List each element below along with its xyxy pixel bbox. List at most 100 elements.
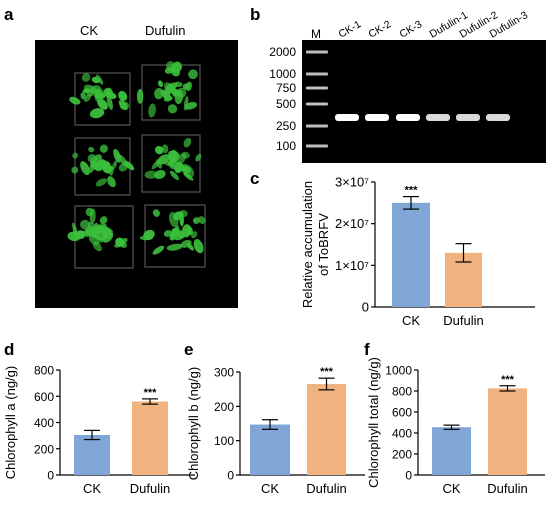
leaf <box>118 90 128 102</box>
chart-chlorophyll-a: 0 200 400 600 800 Chlorophyll a (ng/g) CK *** Du… <box>3 364 195 496</box>
leaf <box>80 161 90 176</box>
marker-size-label: 2000 <box>269 45 296 59</box>
panel-letter-e: e <box>184 340 193 359</box>
leaf <box>89 208 96 224</box>
leaf <box>100 160 110 171</box>
leaf <box>179 210 184 227</box>
x-tick-label: CK <box>261 481 279 496</box>
leaf <box>183 96 189 111</box>
leaf <box>113 148 122 163</box>
leaf <box>168 150 178 157</box>
leaf <box>174 161 184 173</box>
marker-band <box>306 144 328 148</box>
sample-band <box>486 114 510 121</box>
panel-letter-c: c <box>250 169 259 188</box>
bar-dufulin <box>488 388 527 475</box>
marker-size-label: 1000 <box>269 67 296 81</box>
significance-label: *** <box>501 374 515 386</box>
y-tick-label: 3×10⁷ <box>335 175 369 190</box>
error-bar <box>499 385 516 392</box>
photo-label-dufulin: Dufulin <box>145 23 185 38</box>
plant-foliage <box>67 61 206 255</box>
y-axis-label: Chlorophyll b (ng/g) <box>186 367 201 480</box>
marker-size-label: 750 <box>276 81 296 95</box>
x-tick-label: Dufulin <box>487 481 527 496</box>
leaf <box>72 222 78 238</box>
y-tick-label: 2×10⁷ <box>335 216 369 231</box>
marker-band <box>306 86 328 90</box>
chart-tobrfv-accumulation: 0 1×10⁷ 2×10⁷ 3×10⁷ Relative accumulationof … <box>300 175 535 328</box>
error-bar <box>262 419 278 430</box>
leaf <box>119 241 127 248</box>
leaf <box>174 81 183 88</box>
leaf <box>181 151 190 159</box>
plant-photo <box>35 40 238 308</box>
leaf <box>83 94 91 102</box>
y-tick-label: 600 <box>392 406 412 420</box>
leaf <box>174 233 186 241</box>
bar-dufulin <box>132 401 168 475</box>
leaf <box>163 230 172 237</box>
leaf <box>111 160 118 170</box>
leaf <box>89 159 97 173</box>
leaf <box>152 209 160 217</box>
marker-band <box>306 72 328 76</box>
chart-chlorophyll-b: 0 100 200 300 Chlorophyll b (ng/g) CK *** Duful… <box>186 366 365 496</box>
sample-band <box>365 114 389 121</box>
x-tick-label: CK <box>442 481 460 496</box>
x-tick-label: CK <box>402 313 420 328</box>
bar-ck <box>392 202 430 307</box>
marker-size-label: 250 <box>276 119 296 133</box>
error-bar <box>142 398 158 405</box>
y-tick-label: 600 <box>34 390 54 404</box>
leaf <box>171 68 181 77</box>
gel-image <box>302 40 546 163</box>
pot <box>141 134 201 193</box>
leaf <box>185 81 192 91</box>
leaf <box>106 94 113 110</box>
leaf <box>195 153 202 162</box>
leaf <box>88 146 95 153</box>
leaf <box>186 226 193 236</box>
x-tick-label: CK <box>83 481 101 496</box>
marker-band <box>306 124 328 128</box>
bar-ck <box>250 424 290 475</box>
leaf <box>197 216 206 224</box>
y-axis-label: Chlorophyll total (ng/g) <box>366 357 381 488</box>
error-bar <box>84 429 100 441</box>
leaf <box>97 230 107 241</box>
x-tick-label: Dufulin <box>443 313 483 328</box>
leaf <box>166 61 176 72</box>
leaf <box>92 241 102 252</box>
bar-ck <box>74 434 110 475</box>
marker-band <box>306 102 328 106</box>
y-tick-label: 0 <box>362 300 369 315</box>
leaf <box>80 219 91 230</box>
leaf <box>85 228 101 239</box>
leaf <box>188 69 198 80</box>
leaf <box>154 145 164 155</box>
gel-bands <box>306 50 510 148</box>
sample-band <box>335 114 359 121</box>
sample-band <box>426 114 450 121</box>
leaf <box>89 108 105 119</box>
leaf <box>107 176 116 188</box>
y-tick-label: 400 <box>34 416 54 430</box>
chart-chlorophyll-total: 0 200 400 600 800 1000 Chlorophyll total (ng/g… <box>366 357 545 496</box>
bar-ck <box>432 427 471 475</box>
leaf <box>105 91 117 99</box>
y-tick-label: 100 <box>214 434 234 448</box>
leaf <box>169 170 180 181</box>
leaf <box>124 160 135 171</box>
marker-lane-label: M <box>311 27 321 41</box>
leaf <box>167 104 178 114</box>
leaf <box>83 84 97 94</box>
leaf <box>91 76 101 84</box>
bar-dufulin <box>307 384 346 475</box>
sample-band <box>396 114 420 121</box>
sample-band <box>456 114 480 121</box>
leaf <box>71 166 79 174</box>
leaf <box>183 172 194 181</box>
leaf <box>81 72 91 82</box>
